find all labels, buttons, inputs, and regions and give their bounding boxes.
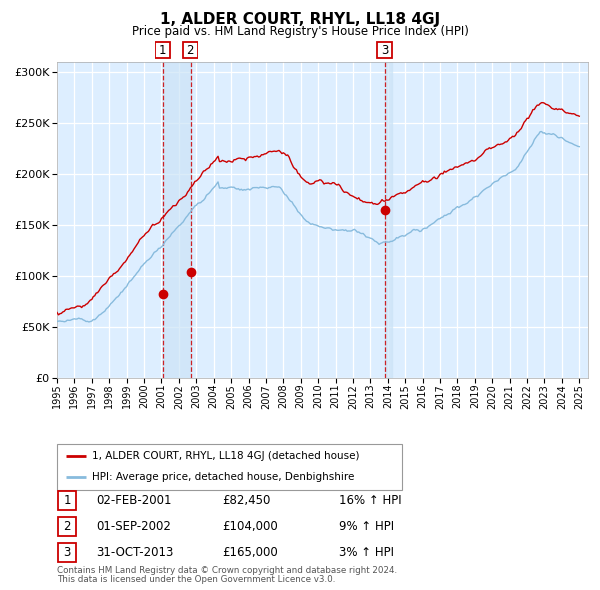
Text: 3: 3 bbox=[381, 44, 388, 57]
Text: 3% ↑ HPI: 3% ↑ HPI bbox=[339, 546, 394, 559]
Text: 9% ↑ HPI: 9% ↑ HPI bbox=[339, 520, 394, 533]
Text: £165,000: £165,000 bbox=[222, 546, 278, 559]
Text: 16% ↑ HPI: 16% ↑ HPI bbox=[339, 494, 401, 507]
Text: 1: 1 bbox=[159, 44, 166, 57]
Text: 1: 1 bbox=[64, 494, 71, 507]
Text: 2: 2 bbox=[187, 44, 194, 57]
Text: 31-OCT-2013: 31-OCT-2013 bbox=[96, 546, 173, 559]
Text: 01-SEP-2002: 01-SEP-2002 bbox=[96, 520, 171, 533]
Bar bbox=[385, 62, 392, 378]
Text: 3: 3 bbox=[64, 546, 71, 559]
Text: This data is licensed under the Open Government Licence v3.0.: This data is licensed under the Open Gov… bbox=[57, 575, 335, 584]
Text: Contains HM Land Registry data © Crown copyright and database right 2024.: Contains HM Land Registry data © Crown c… bbox=[57, 566, 397, 575]
Text: £82,450: £82,450 bbox=[222, 494, 271, 507]
Text: 02-FEB-2001: 02-FEB-2001 bbox=[96, 494, 172, 507]
Bar bbox=[163, 62, 191, 378]
Text: 2: 2 bbox=[64, 520, 71, 533]
Text: 1, ALDER COURT, RHYL, LL18 4GJ: 1, ALDER COURT, RHYL, LL18 4GJ bbox=[160, 12, 440, 27]
Text: £104,000: £104,000 bbox=[222, 520, 278, 533]
Text: HPI: Average price, detached house, Denbighshire: HPI: Average price, detached house, Denb… bbox=[91, 472, 354, 482]
Text: Price paid vs. HM Land Registry's House Price Index (HPI): Price paid vs. HM Land Registry's House … bbox=[131, 25, 469, 38]
Text: 1, ALDER COURT, RHYL, LL18 4GJ (detached house): 1, ALDER COURT, RHYL, LL18 4GJ (detached… bbox=[91, 451, 359, 461]
